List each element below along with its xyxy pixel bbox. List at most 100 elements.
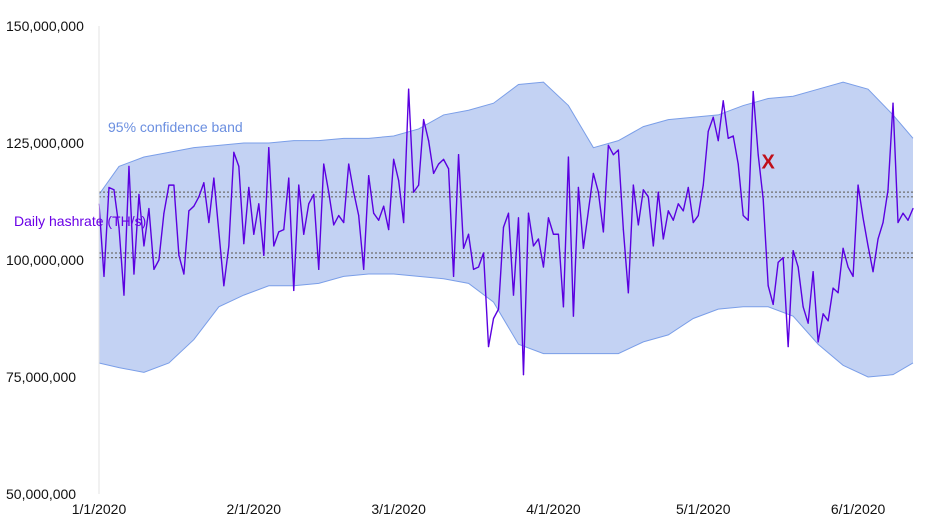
hashrate-point xyxy=(158,259,160,261)
hashrate-point xyxy=(647,196,649,198)
hashrate-point xyxy=(103,275,105,277)
hashrate-point xyxy=(617,149,619,151)
hashrate-point xyxy=(203,182,205,184)
hashrate-point xyxy=(622,228,624,231)
hashrate-point xyxy=(353,191,355,193)
hashrate-point xyxy=(657,191,659,193)
hashrate-point xyxy=(827,320,829,322)
hashrate-point xyxy=(662,238,664,240)
hashrate-point xyxy=(208,221,210,224)
hashrate-point xyxy=(502,226,505,228)
confidence-band-layer xyxy=(98,81,914,378)
hashrate-point xyxy=(452,275,455,277)
hashrate-point xyxy=(877,238,879,240)
hashrate-point xyxy=(652,245,654,247)
hashrate-point xyxy=(133,273,135,275)
hashrate-point xyxy=(348,163,350,165)
hashrate-point xyxy=(408,88,410,90)
hashrate-point xyxy=(817,341,819,343)
x-tick-label: 4/1/2020 xyxy=(526,501,581,517)
hashrate-point xyxy=(368,175,370,177)
hashrate-point xyxy=(702,184,704,186)
hashrate-point xyxy=(847,266,849,268)
hashrate-point xyxy=(722,100,724,102)
hashrate-point xyxy=(213,177,215,179)
hashrate-point xyxy=(852,275,854,277)
axes-layer: 50,000,000 75,000,000 100,000,000 125,000,0… xyxy=(6,18,886,517)
hashrate-point xyxy=(263,254,265,256)
y-tick-label: 150,000,000 xyxy=(6,18,84,34)
hashrate-point xyxy=(318,268,320,270)
x-tick-label: 1/1/2020 xyxy=(72,501,127,517)
hashrate-point xyxy=(572,315,575,317)
hashrate-point xyxy=(747,219,749,221)
hashrate-point xyxy=(303,233,305,235)
y-tick-label: 125,000,000 xyxy=(6,135,84,151)
x-tick-label: 5/1/2020 xyxy=(676,501,731,517)
hashrate-point xyxy=(787,345,789,348)
hashrate-point xyxy=(108,186,110,189)
x-tick-label: 3/1/2020 xyxy=(371,501,426,517)
hashrate-point xyxy=(742,214,744,217)
hashrate-point xyxy=(118,226,120,228)
hashrate-point xyxy=(333,224,335,226)
hashrate-point xyxy=(767,285,769,287)
hashrate-point xyxy=(487,345,490,348)
x-tick-label: 2/1/2020 xyxy=(227,501,282,517)
hashrate-point xyxy=(802,306,804,308)
hashrate-point xyxy=(313,193,315,196)
hashrate-point xyxy=(128,165,130,167)
hashrate-point xyxy=(632,184,634,186)
hashrate-point xyxy=(697,214,699,217)
hashrate-point xyxy=(912,207,914,210)
hashrate-point xyxy=(363,268,365,270)
hashrate-point xyxy=(143,245,145,247)
hashrate-point xyxy=(517,217,520,219)
hashrate-point xyxy=(403,221,405,224)
hashrate-point xyxy=(682,210,684,212)
hashrate-point xyxy=(667,210,669,212)
hashrate-point xyxy=(512,294,515,296)
hashrate-point xyxy=(178,254,180,256)
hashrate-point xyxy=(383,205,385,207)
hashrate-point xyxy=(123,294,125,296)
hashrate-point xyxy=(737,163,739,165)
hashrate-point xyxy=(497,308,500,310)
hashrate-point xyxy=(153,268,155,270)
hashrate-point xyxy=(842,247,844,249)
hashrate-point xyxy=(812,271,814,273)
hashrate-point xyxy=(418,184,420,186)
hashrate-point xyxy=(148,207,150,210)
hashrate-point xyxy=(447,168,450,170)
hashrate-point xyxy=(113,189,115,191)
hashrate-point xyxy=(642,189,644,191)
hashrate-point xyxy=(857,184,859,186)
hashrate-point xyxy=(777,261,779,263)
hashrate-point xyxy=(542,266,545,268)
hashrate-point xyxy=(283,228,285,231)
confidence-band-upper-edge xyxy=(98,81,914,195)
hashrate-point xyxy=(338,214,340,217)
hashrate-point xyxy=(288,177,290,179)
hashrate-point xyxy=(477,266,480,268)
hashrate-point xyxy=(228,245,230,247)
hashrate-point xyxy=(772,303,774,306)
hashrate-point xyxy=(552,233,555,235)
hashrate-point xyxy=(323,163,325,165)
hashrate-point xyxy=(677,203,679,205)
hashrate-point xyxy=(507,212,510,214)
hashrate-point xyxy=(163,212,165,214)
hashrate-point xyxy=(567,156,570,158)
hashrate-point xyxy=(373,212,375,214)
hashrate-point xyxy=(138,193,140,196)
hashrate-point xyxy=(268,147,270,149)
hashrate-point xyxy=(887,189,889,191)
hashrate-point xyxy=(198,196,200,198)
hashrate-point xyxy=(522,374,525,376)
hashrate-point xyxy=(183,273,185,275)
hashrate-point xyxy=(423,119,425,121)
hashrate-point xyxy=(707,130,709,132)
hashrate-point xyxy=(797,266,799,268)
hashrate-point xyxy=(238,165,240,167)
hashrate-point xyxy=(427,140,430,142)
